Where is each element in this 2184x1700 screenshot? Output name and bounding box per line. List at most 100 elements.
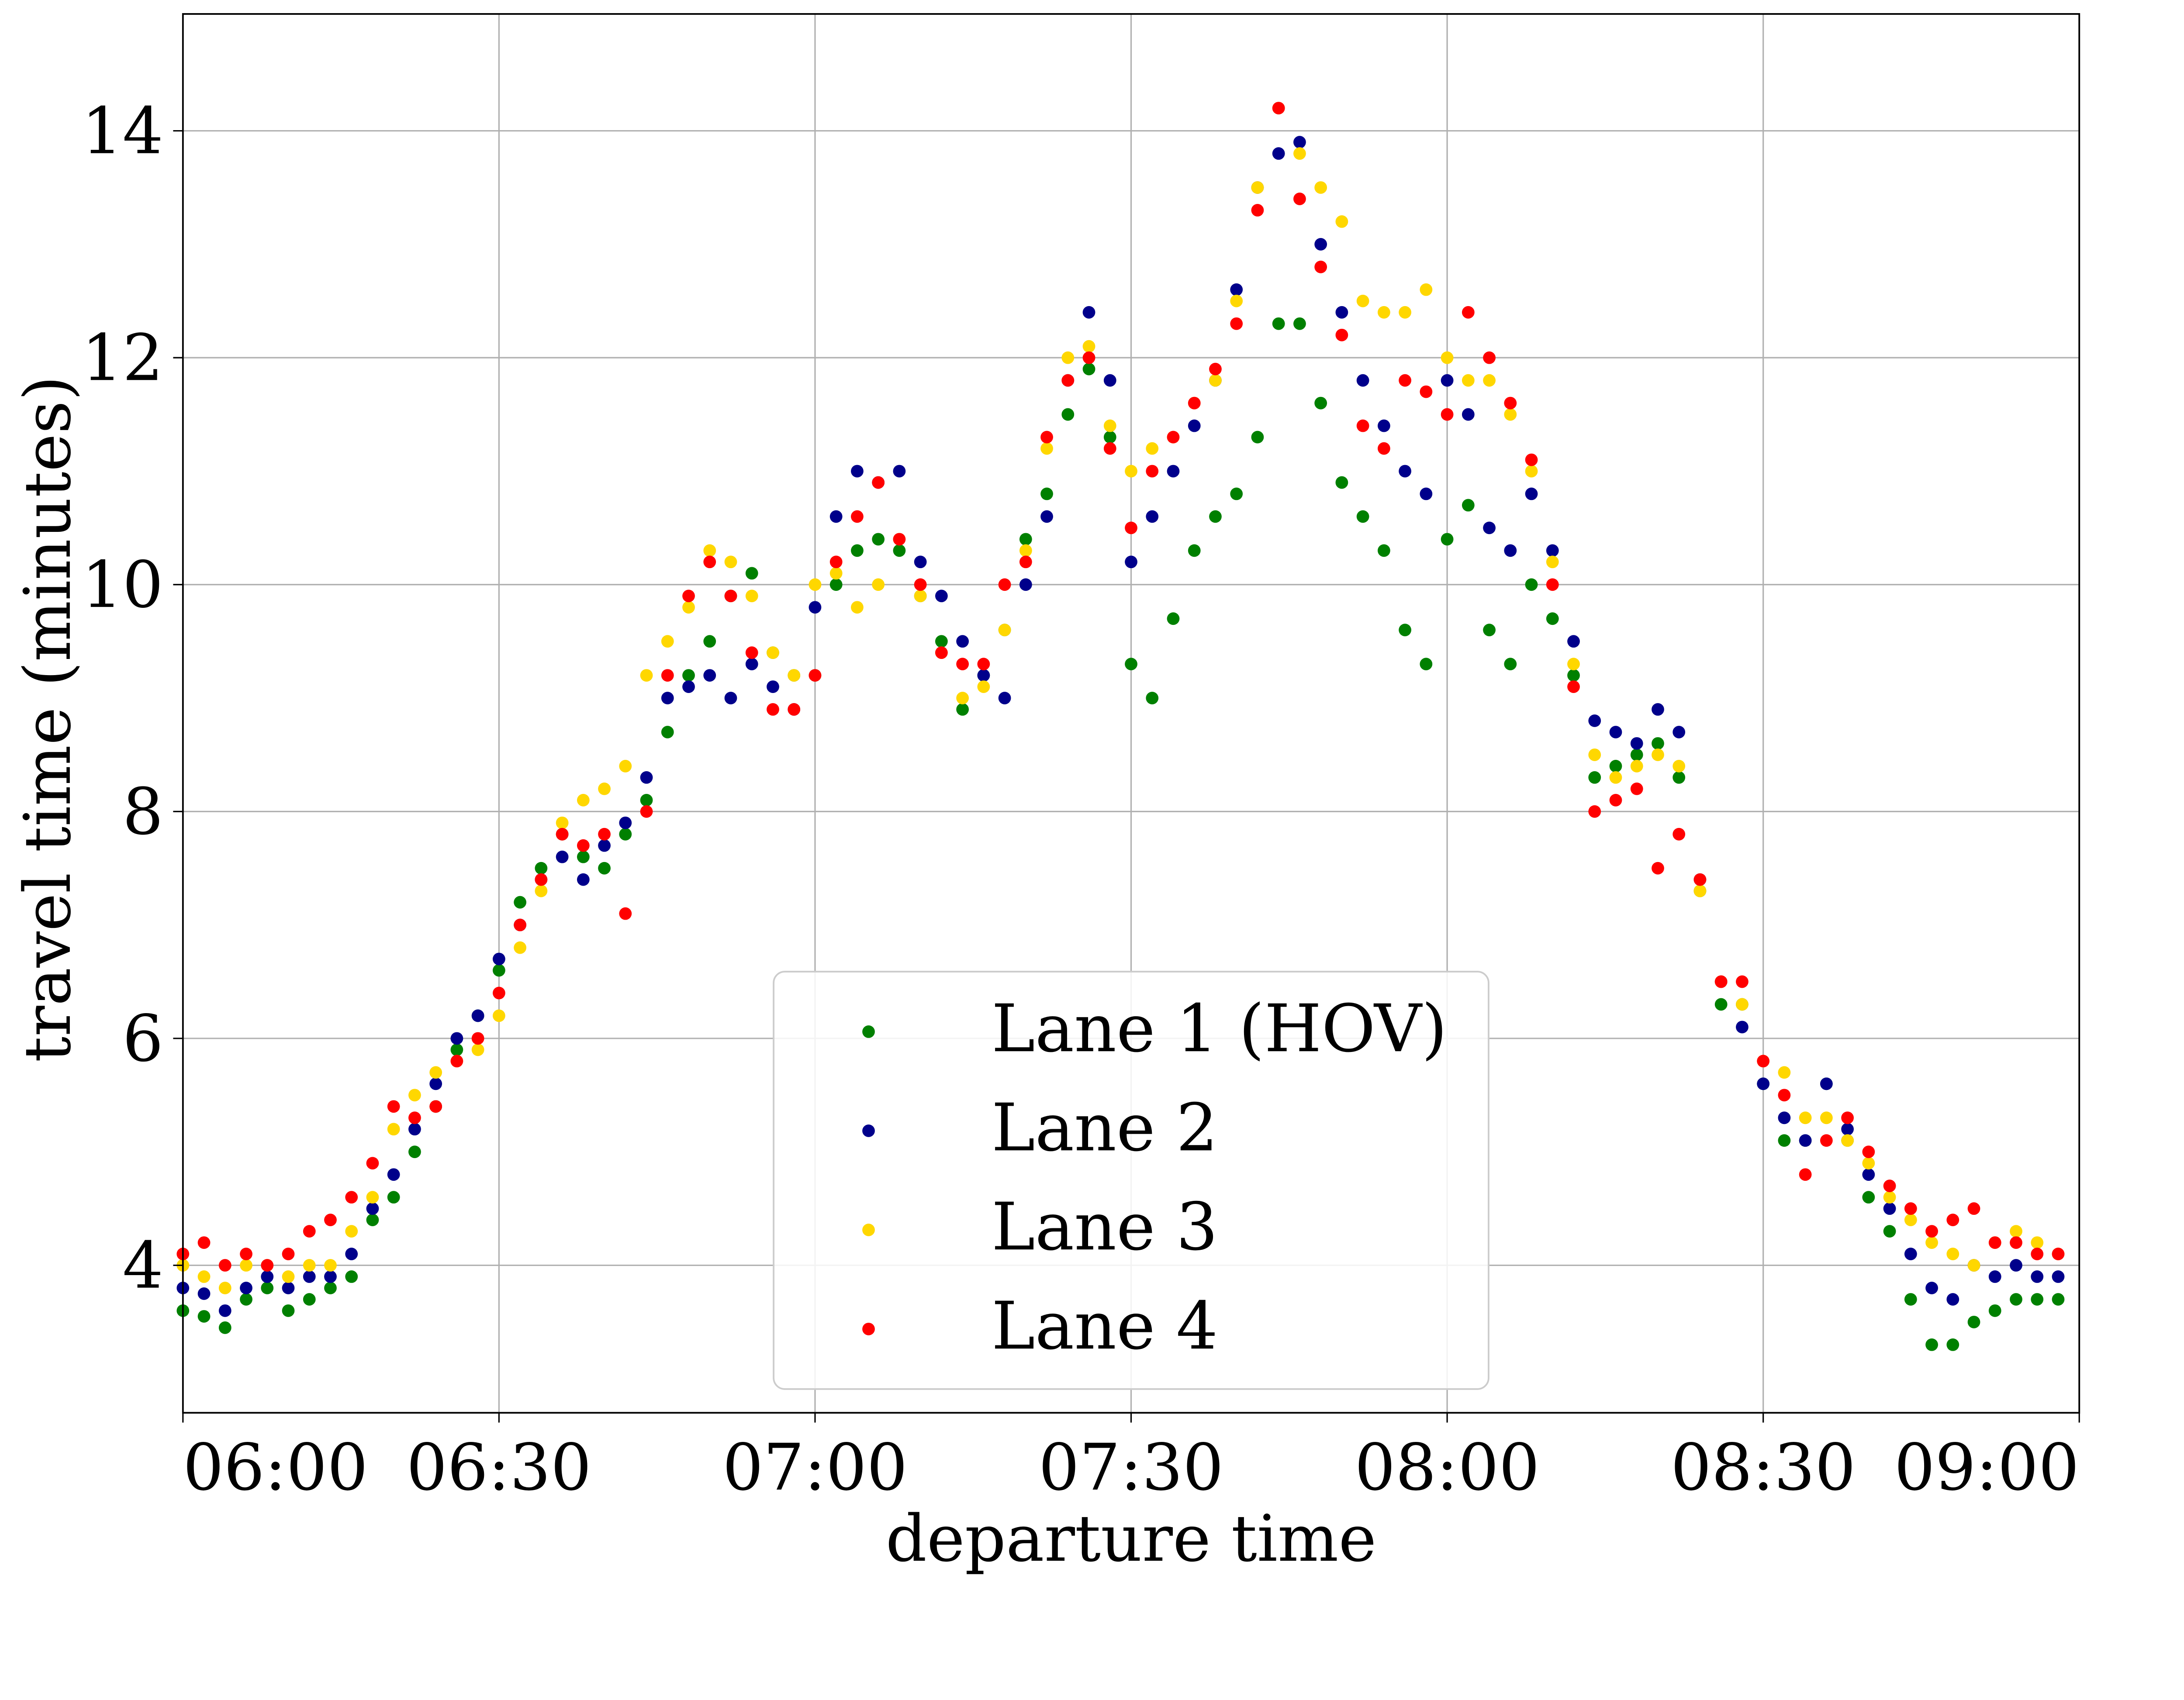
data-point bbox=[471, 1009, 484, 1022]
data-point bbox=[1504, 397, 1517, 410]
data-point bbox=[1314, 238, 1327, 251]
data-point bbox=[851, 544, 864, 557]
data-point bbox=[282, 1282, 295, 1294]
data-points bbox=[176, 102, 2065, 1351]
legend-box bbox=[773, 971, 1489, 1390]
data-point bbox=[2052, 1248, 2065, 1260]
data-point bbox=[1504, 544, 1517, 557]
data-point bbox=[1967, 1259, 1980, 1272]
data-point bbox=[1778, 1066, 1791, 1079]
data-point bbox=[1820, 1111, 1833, 1124]
data-point bbox=[1019, 555, 1032, 569]
data-point bbox=[1103, 442, 1116, 455]
data-point bbox=[1230, 317, 1243, 330]
data-point bbox=[303, 1259, 316, 1272]
data-point bbox=[1799, 1134, 1812, 1147]
data-point bbox=[261, 1282, 274, 1294]
data-point bbox=[1588, 748, 1601, 761]
data-point bbox=[1504, 408, 1517, 421]
data-point bbox=[387, 1191, 400, 1204]
data-point bbox=[1377, 419, 1390, 432]
data-point bbox=[408, 1089, 421, 1102]
data-point bbox=[1988, 1270, 2001, 1283]
data-point bbox=[1420, 283, 1433, 296]
data-point bbox=[1462, 306, 1475, 319]
data-point bbox=[197, 1287, 211, 1300]
data-point bbox=[1799, 1111, 1812, 1124]
data-point bbox=[2052, 1293, 2065, 1306]
data-point bbox=[240, 1282, 252, 1294]
data-point bbox=[745, 646, 758, 659]
data-point bbox=[556, 828, 569, 841]
data-point bbox=[1019, 533, 1032, 546]
data-point bbox=[640, 669, 653, 682]
data-point bbox=[703, 669, 716, 682]
data-point bbox=[598, 783, 611, 795]
data-point bbox=[767, 680, 779, 693]
data-point bbox=[914, 578, 927, 591]
data-point bbox=[851, 601, 864, 614]
data-point bbox=[303, 1225, 316, 1238]
plot-frame bbox=[182, 13, 2080, 1414]
data-point bbox=[345, 1225, 358, 1238]
data-point bbox=[829, 567, 843, 580]
data-point bbox=[492, 986, 505, 1000]
data-point bbox=[429, 1077, 442, 1090]
data-point bbox=[2031, 1248, 2044, 1260]
data-point bbox=[1293, 317, 1306, 330]
data-point bbox=[1040, 487, 1053, 500]
data-point bbox=[1841, 1123, 1854, 1136]
data-point bbox=[851, 465, 864, 478]
data-point bbox=[977, 669, 990, 682]
data-point bbox=[471, 1032, 484, 1045]
data-point bbox=[1883, 1202, 1896, 1215]
data-point bbox=[1904, 1293, 1917, 1306]
data-point bbox=[682, 669, 695, 682]
data-point bbox=[1652, 703, 1664, 716]
data-point bbox=[514, 896, 526, 909]
data-point bbox=[998, 624, 1011, 637]
data-point bbox=[218, 1304, 232, 1317]
data-point bbox=[450, 1055, 463, 1068]
data-point bbox=[387, 1123, 400, 1136]
data-point bbox=[1525, 453, 1538, 466]
data-point bbox=[1946, 1293, 1959, 1306]
data-point bbox=[366, 1157, 379, 1170]
data-point bbox=[1272, 102, 1285, 114]
x-tick-label: 07:00 bbox=[722, 1430, 908, 1505]
data-point bbox=[492, 1009, 505, 1022]
data-point bbox=[1356, 294, 1369, 307]
data-point bbox=[1736, 1021, 1749, 1034]
data-point bbox=[809, 669, 822, 682]
data-point bbox=[535, 862, 548, 875]
data-point bbox=[1841, 1111, 1854, 1124]
data-point bbox=[829, 578, 843, 591]
data-point bbox=[1567, 669, 1580, 682]
data-point bbox=[724, 555, 737, 569]
data-point bbox=[2010, 1259, 2022, 1272]
data-point bbox=[1188, 397, 1201, 410]
data-point bbox=[492, 964, 505, 977]
data-point bbox=[1314, 397, 1327, 410]
scatter-chart: 06:00 06:30 07:00 07:30 08:00 08:30 09:00 4 6 8 1… bbox=[10, 13, 2080, 1576]
y-tick-label: 6 bbox=[122, 1001, 163, 1076]
data-point bbox=[2031, 1293, 2044, 1306]
x-tick-label: 08:00 bbox=[1355, 1430, 1540, 1505]
data-point bbox=[1483, 521, 1496, 534]
data-point bbox=[577, 793, 590, 807]
data-point bbox=[1925, 1236, 1938, 1249]
data-point bbox=[1652, 737, 1664, 750]
data-point bbox=[829, 510, 843, 523]
data-point bbox=[1335, 306, 1348, 319]
data-point bbox=[1862, 1168, 1875, 1181]
data-point bbox=[640, 771, 653, 784]
data-point bbox=[682, 680, 695, 693]
data-point bbox=[1399, 306, 1411, 319]
data-point bbox=[2031, 1236, 2044, 1249]
data-point bbox=[1399, 465, 1411, 478]
data-point bbox=[556, 816, 569, 829]
data-point bbox=[1504, 658, 1517, 671]
data-point bbox=[1946, 1338, 1959, 1351]
data-point bbox=[1293, 193, 1306, 205]
data-point bbox=[1567, 680, 1580, 693]
